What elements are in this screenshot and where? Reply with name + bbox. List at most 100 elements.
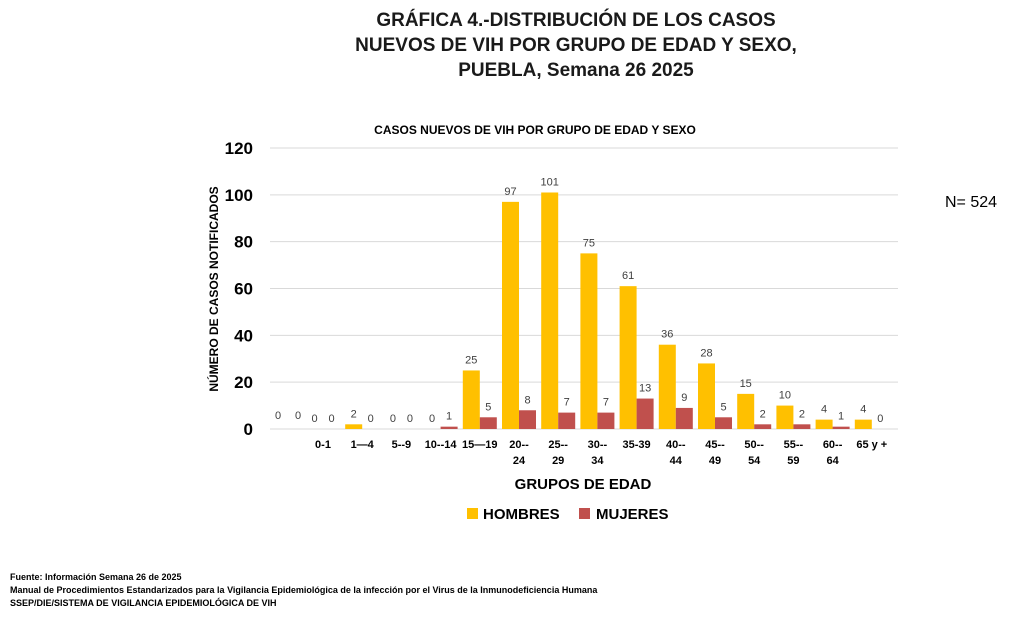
bar-hombres — [619, 286, 637, 429]
bar-hombres — [737, 393, 755, 429]
data-label-mujeres: 0 — [368, 413, 374, 425]
bar-hombres — [502, 201, 519, 429]
y-tick-label: 80 — [234, 233, 253, 252]
data-label-mujeres: 5 — [720, 401, 726, 413]
data-label-mujeres: 0 — [877, 413, 883, 425]
bar-hombres — [580, 253, 598, 429]
data-label: 0 — [295, 410, 301, 422]
x-tick-label: 5--9 — [392, 439, 412, 451]
data-label-mujeres: 2 — [799, 408, 805, 420]
x-tick-label: 30-- — [588, 439, 608, 451]
y-axis-label: NÚMERO DE CASOS NOTIFICADOS — [206, 186, 221, 391]
data-label-mujeres: 1 — [446, 411, 452, 423]
y-tick-label: 60 — [234, 280, 253, 299]
footer-notes: Fuente: Información Semana 26 de 2025 Ma… — [10, 571, 597, 610]
x-tick-label: 0-1 — [315, 439, 331, 451]
x-tick-label: 24 — [513, 455, 526, 467]
bar-mujeres — [832, 426, 850, 429]
data-label-hombres: 75 — [583, 237, 595, 249]
data-label-mujeres: 2 — [760, 408, 766, 420]
bar-hombres — [345, 424, 363, 429]
data-label-hombres: 4 — [860, 404, 866, 416]
main-title: GRÁFICA 4.-DISTRIBUCIÓN DE LOS CASOS NUE… — [276, 8, 876, 83]
data-label-hombres: 4 — [821, 404, 827, 416]
data-label: 0 — [275, 410, 281, 422]
bar-hombres — [854, 419, 872, 429]
data-label-mujeres: 13 — [639, 383, 651, 395]
x-tick-label: 45-- — [705, 439, 725, 451]
legend-label-hombres: HOMBRES — [483, 506, 560, 523]
data-label-hombres: 10 — [779, 390, 791, 402]
x-tick-label: 29 — [552, 455, 564, 467]
bar-mujeres — [519, 410, 536, 429]
data-label-hombres: 0 — [311, 413, 317, 425]
x-tick-label: 49 — [709, 455, 721, 467]
data-label-mujeres: 0 — [407, 413, 413, 425]
x-tick-label: 59 — [787, 455, 799, 467]
bar-mujeres — [715, 417, 732, 429]
y-tick-label: 20 — [234, 373, 253, 392]
data-label-mujeres: 5 — [485, 401, 491, 413]
data-label-hombres: 2 — [351, 408, 357, 420]
legend-swatch-mujeres — [579, 508, 590, 519]
bar-mujeres — [675, 407, 693, 429]
chart-title: CASOS NUEVOS DE VIH POR GRUPO DE EDAD Y … — [374, 123, 696, 137]
data-label-mujeres: 9 — [681, 392, 687, 404]
data-label-hombres: 97 — [504, 186, 516, 198]
x-tick-label: 54 — [748, 455, 761, 467]
data-label-mujeres: 8 — [524, 394, 530, 406]
bar-mujeres — [597, 412, 615, 429]
legend-label-mujeres: MUJERES — [596, 506, 669, 523]
x-tick-label: 20-- — [509, 439, 529, 451]
x-axis-label: GRUPOS DE EDAD — [515, 476, 652, 493]
x-tick-label: 64 — [826, 455, 839, 467]
bar-hombres — [541, 192, 559, 429]
x-tick-label: 60-- — [823, 439, 843, 451]
bar-hombres — [815, 419, 833, 429]
main-title-line-3: PUEBLA, Semana 26 2025 — [458, 60, 694, 81]
x-tick-label: 35-39 — [623, 439, 651, 451]
bar-mujeres — [558, 412, 576, 429]
bar-hombres — [658, 344, 676, 429]
y-tick-label: 40 — [234, 326, 253, 345]
data-label-mujeres: 0 — [328, 413, 334, 425]
x-tick-label: 50-- — [744, 439, 764, 451]
y-tick-label: 100 — [225, 186, 253, 205]
x-tick-label: 65 y + — [856, 439, 887, 451]
data-label-hombres: 61 — [622, 270, 634, 282]
x-tick-label: 44 — [670, 455, 683, 467]
main-title-line-1: GRÁFICA 4.-DISTRIBUCIÓN DE LOS CASOS — [376, 10, 776, 31]
data-label-hombres: 36 — [661, 329, 673, 341]
bar-hombres — [698, 363, 715, 429]
main-title-line-2: NUEVOS DE VIH POR GRUPO DE EDAD Y SEXO, — [355, 35, 797, 56]
x-tick-label: 40-- — [666, 439, 686, 451]
bar-mujeres — [793, 424, 811, 429]
y-tick-label: 120 — [225, 139, 253, 158]
footer-system: SSEP/DIE/SISTEMA DE VIGILANCIA EPIDEMIOL… — [10, 598, 277, 608]
bar-hombres — [462, 370, 480, 429]
legend-swatch-hombres — [467, 508, 478, 519]
data-label-mujeres: 1 — [838, 411, 844, 423]
footer-manual: Manual de Procedimientos Estandarizados … — [10, 585, 598, 595]
x-tick-label: 25-- — [548, 439, 568, 451]
x-tick-label: 55-- — [784, 439, 804, 451]
bar-mujeres — [479, 417, 497, 429]
data-label-hombres: 0 — [429, 413, 435, 425]
data-label-hombres: 28 — [700, 347, 712, 359]
sample-size-note: N= 524 — [945, 194, 998, 211]
data-label-hombres: 25 — [465, 354, 477, 366]
x-tick-label: 15—19 — [462, 439, 497, 451]
bar-mujeres — [754, 424, 772, 429]
x-tick-label: 1—4 — [351, 439, 375, 451]
x-tick-label: 34 — [591, 455, 604, 467]
data-label-mujeres: 7 — [564, 397, 570, 409]
bar-hombres — [776, 405, 794, 429]
bar-mujeres — [440, 426, 458, 429]
y-tick-label: 0 — [244, 420, 253, 439]
footer-source: Fuente: Información Semana 26 de 2025 — [10, 572, 182, 582]
data-label-hombres: 101 — [541, 176, 559, 188]
data-label-hombres: 0 — [390, 413, 396, 425]
x-tick-label: 10--14 — [425, 439, 458, 451]
data-label-mujeres: 7 — [603, 397, 609, 409]
